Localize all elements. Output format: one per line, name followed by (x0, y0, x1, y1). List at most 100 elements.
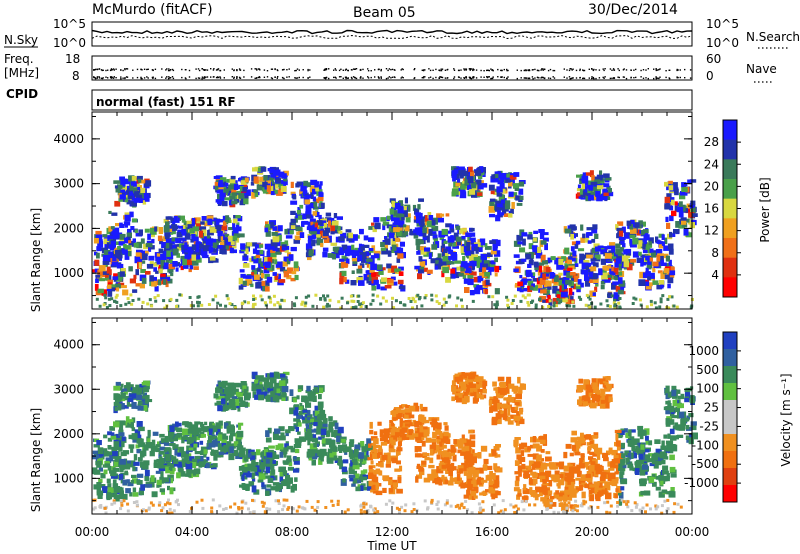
range-cell (238, 226, 242, 232)
ground-scatter-cell (675, 305, 679, 309)
nave-point (345, 77, 347, 80)
range-cell (498, 194, 504, 201)
range-cell (165, 238, 173, 244)
range-cell (253, 274, 260, 280)
nave-point (591, 76, 593, 78)
range-cell (395, 237, 400, 243)
range-cell (657, 270, 663, 274)
ground-scatter-cell (523, 296, 527, 300)
range-cell (308, 202, 315, 209)
range-cell (466, 169, 471, 175)
ground-scatter-cell (115, 300, 119, 304)
colorbar-swatch (723, 120, 737, 140)
range-cell (367, 486, 373, 491)
range-cell (191, 217, 196, 225)
range-cell (156, 458, 160, 463)
range-cell (617, 221, 624, 226)
range-cell (517, 287, 522, 292)
range-cell (664, 181, 669, 187)
range-cell (262, 181, 268, 188)
range-cell (316, 229, 322, 236)
ground-scatter-cell (606, 304, 610, 308)
nave-point (126, 76, 129, 78)
range-cell (462, 274, 467, 279)
range-cell (391, 200, 396, 208)
range-cell (115, 433, 120, 438)
range-cell (648, 241, 652, 246)
range-cell (464, 287, 470, 293)
freq-point (390, 69, 392, 71)
range-cell (431, 469, 438, 476)
range-cell (103, 249, 111, 255)
range-cell (293, 418, 300, 422)
range-cell (239, 198, 246, 206)
range-cell (619, 285, 624, 289)
range-cell (339, 277, 344, 285)
range-cell (266, 276, 273, 283)
range-cell (451, 166, 457, 171)
range-cell (570, 257, 576, 262)
range-cell (365, 270, 370, 274)
nave-point (184, 77, 187, 79)
nave-point (238, 76, 241, 79)
range-cell (459, 438, 465, 445)
range-cell (175, 238, 182, 244)
range-cell (394, 203, 401, 210)
range-cell (645, 255, 652, 261)
range-cell (511, 202, 515, 209)
range-cell (124, 245, 131, 250)
range-cell (467, 176, 474, 184)
nave-point (465, 77, 468, 79)
freq-point (270, 68, 273, 70)
freq-point (325, 68, 328, 70)
range-cell (448, 470, 453, 477)
range-cell (655, 249, 663, 256)
nave-point (380, 77, 382, 79)
range-cell (441, 476, 448, 481)
range-cell (218, 420, 223, 426)
freq-point (453, 68, 455, 70)
range-cell (602, 265, 608, 270)
range-cell (244, 463, 248, 467)
range-cell (146, 483, 153, 488)
range-cell (461, 434, 465, 441)
range-cell (182, 436, 189, 440)
range-cell (453, 232, 459, 239)
range-cell (272, 272, 277, 276)
range-cell (109, 426, 115, 431)
range-cell (397, 279, 404, 285)
range-cell (424, 431, 428, 438)
range-cell (110, 241, 116, 247)
range-cell (685, 232, 693, 238)
range-cell (467, 279, 474, 286)
range-cell (118, 241, 125, 246)
nave-point (507, 76, 509, 78)
range-cell (324, 237, 330, 243)
nave-point (390, 77, 392, 79)
range-cell (226, 427, 230, 434)
range-cell (119, 458, 126, 465)
range-cell (463, 467, 468, 472)
range-cell (318, 394, 322, 400)
range-cell (287, 466, 294, 471)
nave-point (352, 76, 355, 78)
range-cell (202, 240, 209, 248)
nave-point (385, 77, 388, 80)
freq-point (549, 68, 552, 71)
range-cell (465, 272, 471, 276)
ground-scatter-cell (568, 304, 572, 308)
range-cell (216, 219, 220, 226)
range-cell (431, 225, 439, 232)
nave-point (283, 77, 285, 80)
range-cell (255, 282, 262, 289)
range-cell (234, 450, 239, 455)
range-cell (368, 472, 374, 480)
range-cell (447, 480, 454, 486)
ground-scatter-cell (555, 304, 558, 308)
range-cell (192, 226, 199, 232)
range-cell (351, 258, 359, 262)
range-cell (445, 246, 452, 252)
nave-point (523, 77, 525, 79)
range-cell (107, 431, 112, 436)
